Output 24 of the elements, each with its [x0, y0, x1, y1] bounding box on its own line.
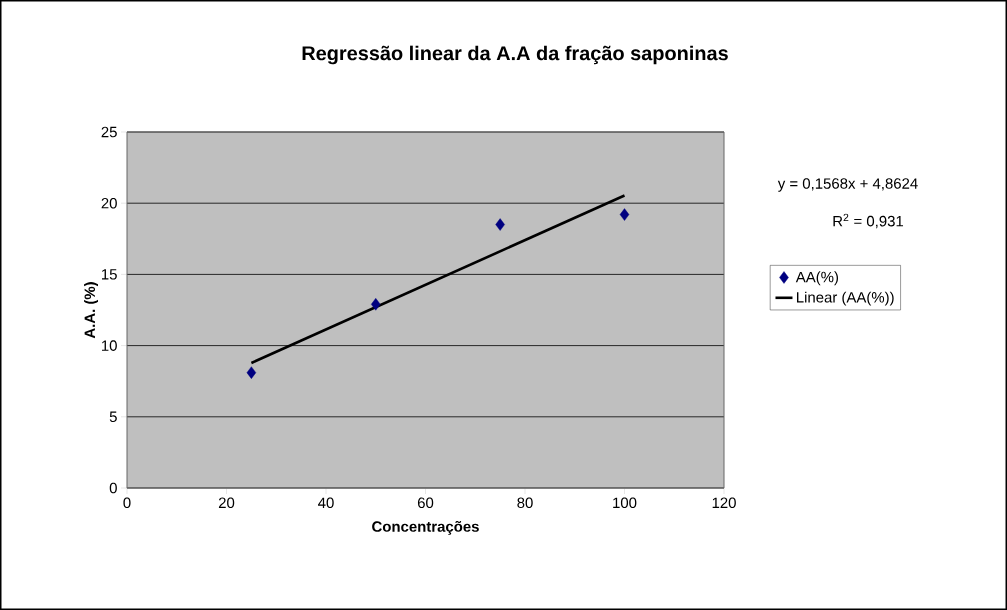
- y-tick-label: 5: [109, 411, 117, 423]
- point: [619, 208, 630, 221]
- legend-label: Linear (AA(%)): [796, 291, 894, 306]
- x-tick-label: 120: [712, 497, 736, 509]
- point: [495, 218, 505, 231]
- x-axis-title: Concentrações: [372, 520, 479, 535]
- y-tick-label: 10: [102, 340, 117, 351]
- point: [371, 298, 381, 311]
- y-tick-label: 20: [101, 197, 117, 209]
- y-tick-label: 15: [102, 269, 117, 280]
- x-tick-label: 80: [517, 497, 533, 509]
- x-tick-label: 20: [218, 497, 235, 509]
- x-tick-label: 0: [123, 497, 131, 509]
- text: R$^{2}$ = 0,931: [833, 213, 904, 229]
- chart-title: Regressão linear da A.A da fração saponinas: [302, 45, 728, 65]
- text: y = 0,1568x + 4,8624: [777, 178, 918, 192]
- y-tick-label: 0: [109, 482, 117, 494]
- x-tick-label: 60: [417, 497, 434, 509]
- y-axis-title: A.A. (%): [84, 282, 99, 339]
- point: [246, 366, 257, 379]
- x-tick-label: 40: [318, 497, 334, 509]
- y-tick-label: 25: [101, 126, 117, 138]
- x-tick-label: 100: [613, 497, 637, 509]
- legend-label: AA(%): [795, 271, 839, 286]
